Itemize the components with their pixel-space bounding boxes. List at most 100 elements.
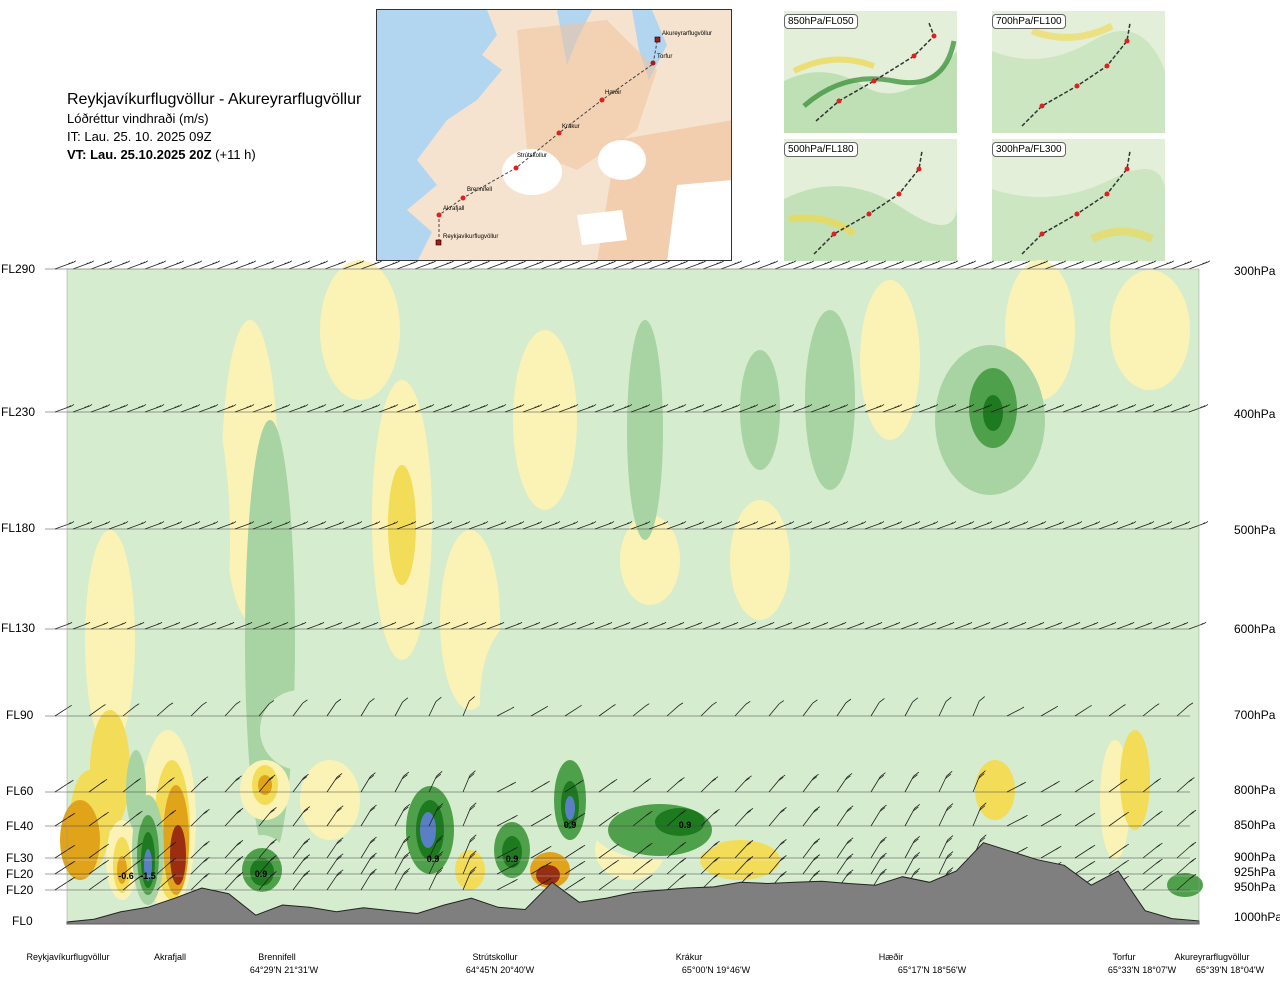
wind-barb — [530, 780, 550, 793]
wind-barb — [1116, 621, 1135, 630]
velocity-contour — [805, 310, 855, 490]
vatnajokull-glacier — [667, 180, 731, 260]
wind-barb — [666, 404, 687, 413]
velocity-contour — [513, 330, 577, 510]
wind-barb — [846, 404, 867, 413]
wind-barb — [90, 521, 111, 530]
wind-barb — [1008, 621, 1027, 630]
left-axis-label: FL20 — [6, 883, 34, 897]
wind-barb — [540, 521, 561, 530]
wind-barb — [496, 781, 516, 793]
wind-barb — [864, 404, 885, 413]
wind-barb — [564, 844, 586, 859]
wind-barb — [394, 771, 410, 793]
wind-barb — [904, 851, 921, 875]
wind-barb — [1142, 874, 1163, 891]
plot-frame — [66, 268, 1200, 925]
wind-barb — [864, 621, 883, 630]
wind-barb — [252, 404, 273, 413]
station-coord: 65°39'N 18°04'W — [1196, 965, 1265, 975]
wind-barb — [360, 852, 377, 875]
wind-barb — [558, 521, 579, 530]
wind-barb — [156, 702, 174, 717]
wind-barb — [450, 621, 469, 630]
wind-barb — [836, 773, 853, 793]
value-labels: -0.6 -1.5 0.9 0.9 0.9 0.9 0.9 — [118, 820, 691, 881]
route-line — [438, 41, 658, 242]
wind-barb — [378, 621, 397, 630]
wind-barb — [734, 856, 754, 875]
terrain-profile — [66, 842, 1200, 925]
wind-barb — [144, 621, 163, 630]
wind-barb — [486, 621, 505, 630]
wind-barb — [1108, 778, 1128, 793]
wind-barb — [558, 404, 579, 413]
wind-barb — [828, 404, 849, 413]
thumbnail-300hpa[interactable]: 300hPa/FL300 — [992, 139, 1165, 261]
wind-barb — [496, 846, 518, 859]
wind-barb — [326, 805, 344, 827]
wind-barb — [666, 521, 687, 530]
wind-barb — [198, 621, 217, 630]
wind-barb — [216, 404, 237, 413]
thumbnail-700hpa-label: 700hPa/FL100 — [992, 14, 1066, 29]
wind-barb — [828, 260, 851, 270]
station-name: Hæðir — [879, 952, 904, 962]
velocity-contour — [144, 849, 152, 881]
wind-barb — [1098, 621, 1117, 630]
wind-barb — [1176, 777, 1195, 793]
wind-barb — [734, 775, 752, 793]
wind-barb — [496, 814, 518, 827]
wind-barb — [90, 621, 109, 630]
velocity-contour — [655, 808, 705, 836]
initial-time: IT: Lau. 25. 10. 2025 09Z — [67, 129, 212, 144]
wind-barb — [198, 260, 221, 270]
route-map[interactable]: Akureyrarflugvöllur Torfur Hæðir Krákur … — [376, 9, 732, 261]
wind-barb — [468, 521, 489, 530]
wind-barb — [258, 839, 277, 859]
station-name: Akureyrarflugvöllur — [1174, 952, 1249, 962]
thumbnail-500hpa[interactable]: 500hPa/FL180 — [784, 139, 957, 261]
wind-barb — [224, 808, 244, 827]
wind-barb — [1134, 260, 1157, 270]
velocity-contour — [975, 760, 1015, 820]
wind-barb — [836, 853, 854, 875]
wind-barb — [954, 404, 975, 413]
left-axis-label: FL290 — [1, 262, 35, 276]
map-label-brennifell: Brennifell — [467, 187, 492, 193]
wind-barb — [394, 697, 409, 717]
wind-barb — [258, 855, 277, 875]
chart-title: Reykjavíkurflugvöllur - Akureyrarflugvöl… — [67, 91, 362, 108]
wind-barb — [810, 404, 831, 413]
left-axis-label: FL60 — [6, 784, 34, 798]
station-coord: 65°00'N 19°46'W — [682, 965, 751, 975]
wind-barb — [598, 875, 619, 891]
wind-barb — [342, 260, 365, 270]
wind-barb — [306, 521, 327, 530]
wind-barb — [1062, 260, 1085, 270]
wind-barb — [632, 810, 653, 827]
wind-barb — [450, 404, 471, 413]
wind-barb — [918, 621, 937, 630]
wind-barb — [414, 260, 437, 270]
wind-barb — [612, 260, 635, 270]
wind-barb — [558, 260, 581, 270]
right-axis-label: 400hPa — [1234, 407, 1276, 421]
wind-barb — [462, 696, 475, 717]
wind-barb — [252, 521, 273, 530]
station-coord: 64°45'N 20°40'W — [466, 965, 535, 975]
wind-barb — [234, 521, 255, 530]
wind-barb — [72, 621, 91, 630]
wind-barb — [972, 521, 993, 530]
wind-barb — [234, 621, 253, 630]
wind-barb — [576, 260, 599, 270]
wind-barb — [54, 521, 75, 530]
wind-barb — [1116, 260, 1139, 270]
wind-barb — [900, 521, 921, 530]
wind-barb — [900, 404, 921, 413]
wind-barb — [1040, 845, 1062, 859]
thumbnail-850hpa[interactable]: 850hPa/FL050 — [784, 11, 957, 133]
velocity-contour — [60, 800, 100, 880]
thumbnail-700hpa[interactable]: 700hPa/FL100 — [992, 11, 1165, 133]
